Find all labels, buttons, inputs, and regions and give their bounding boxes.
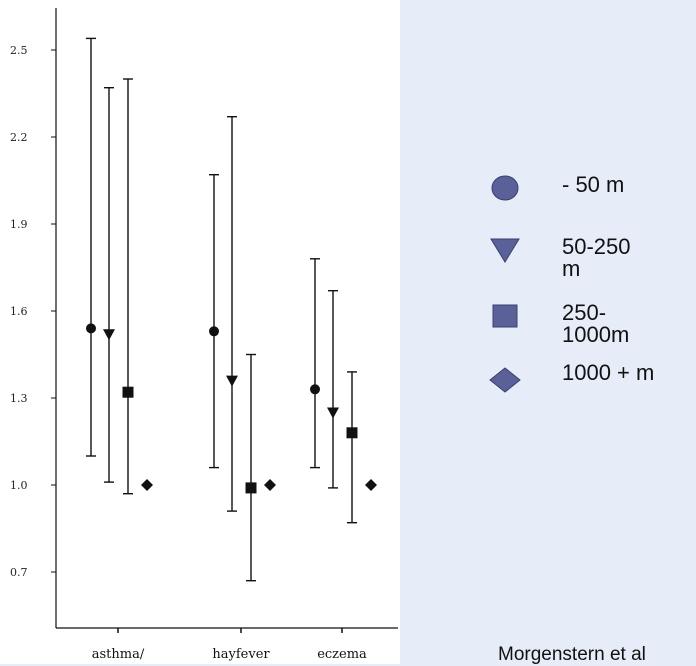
data-point-diamond (264, 479, 276, 491)
x-category-label: hayfever (212, 647, 270, 662)
legend-label: 1000 + m (562, 360, 655, 385)
y-tick-label: 1.9 (10, 218, 28, 231)
y-tick-label: 0.7 (10, 566, 28, 579)
source-note: Morgenstern et al (498, 644, 646, 665)
legend-item-over-1000m: 1000 + m (480, 360, 696, 404)
data-point-circle (310, 384, 320, 395)
legend-triangle-marker (490, 238, 520, 263)
chart-plot: 2.5 2.2 1.9 1.6 1.3 1.0 0.7 asthma/hayfever ecze… (10, 8, 398, 662)
legend-item-under-50m: - 50 m (480, 168, 696, 208)
legend-label: 50-250 m (562, 234, 631, 281)
legend-item-250-1000m: 250- 1000m (480, 296, 696, 346)
data-point-triangle (327, 407, 339, 419)
legend-circle-marker (491, 175, 519, 201)
legend-square-marker (492, 304, 518, 328)
data-point-diamond (141, 479, 153, 491)
data-point-circle (209, 326, 219, 337)
data-point-square (245, 482, 257, 494)
data-point-diamond (365, 479, 377, 491)
legend-label: 250- 1000m (562, 300, 630, 347)
legend-diamond-marker (489, 367, 521, 393)
y-tick-label: 2.5 (10, 44, 28, 57)
data-point-square (346, 427, 358, 439)
legend-label: - 50 m (562, 172, 625, 197)
y-tick-label: 1.3 (10, 392, 28, 405)
data-point-triangle (103, 329, 115, 341)
y-tick-label: 1.0 (10, 479, 28, 492)
x-category-label: asthma/ (92, 647, 145, 662)
data-point-circle (86, 323, 96, 334)
chart-panel: 2.5 2.2 1.9 1.6 1.3 1.0 0.7 asthma/hayfever ecze… (0, 0, 400, 664)
y-tick-label: 2.2 (10, 131, 28, 144)
legend: - 50 m 50-250 m 250- 1000m 1000 + m (480, 168, 696, 398)
x-category-label: eczema (317, 647, 367, 662)
data-point-triangle (226, 375, 238, 387)
data-point-square (122, 386, 134, 398)
legend-item-50-250m: 50-250 m (480, 230, 696, 280)
y-tick-label: 1.6 (10, 305, 28, 318)
